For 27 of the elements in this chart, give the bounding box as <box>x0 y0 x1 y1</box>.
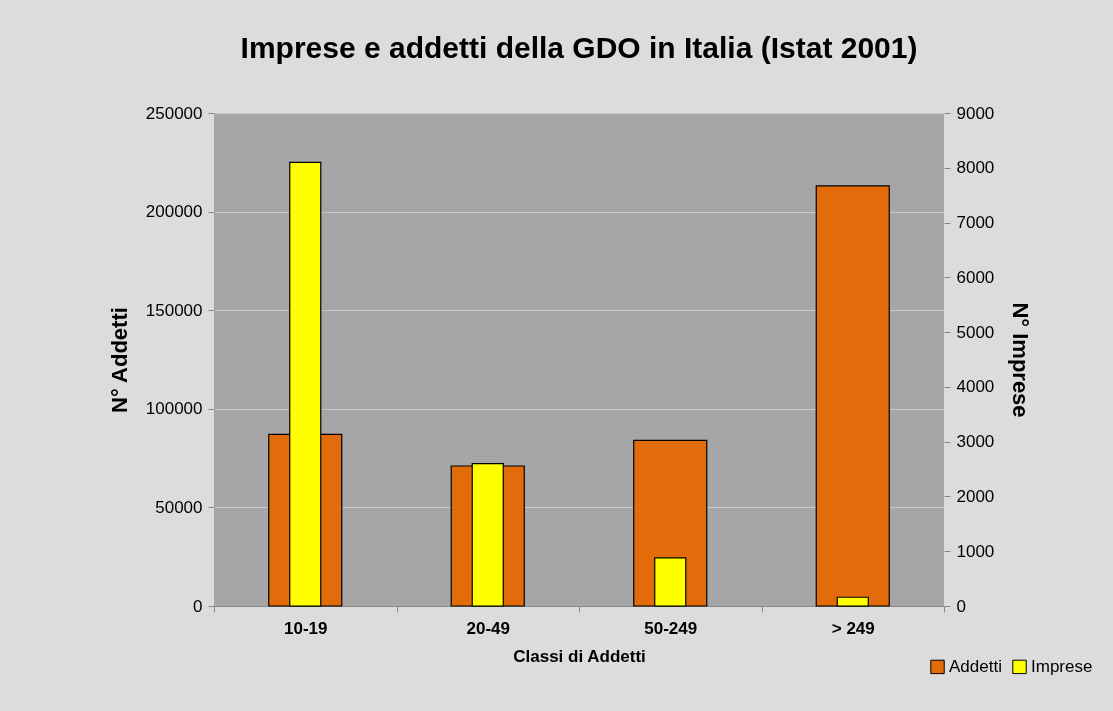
y2-tick-label: 0 <box>956 596 966 616</box>
legend-label: Addetti <box>949 656 1002 676</box>
x-axis-title: Classi di Addetti <box>513 646 646 666</box>
y2-tick-label: 6000 <box>956 267 995 287</box>
legend-label: Imprese <box>1031 656 1093 676</box>
bar <box>815 185 890 607</box>
x-tick-label: 50-249 <box>644 618 698 638</box>
y-tick-label: 0 <box>193 596 203 616</box>
y2-tick-label: 7000 <box>956 213 995 233</box>
chart-title: Imprese e addetti della GDO in Italia (Istat 2001) <box>240 31 918 64</box>
y-tick-label: 50000 <box>155 497 203 517</box>
y-tick-label: 250000 <box>145 103 203 123</box>
y-tick-label: 200000 <box>145 202 203 222</box>
y2-axis-title: N° Imprese <box>1008 302 1034 418</box>
x-tick-label: 20-49 <box>466 618 510 638</box>
y2-tick-label: 1000 <box>956 541 995 561</box>
y2-tick-label: 8000 <box>956 158 995 178</box>
y-axis-title: N° Addetti <box>106 307 132 413</box>
y2-tick-label: 4000 <box>956 377 995 397</box>
y2-tick-label: 5000 <box>956 322 995 342</box>
y2-tick-label: 3000 <box>956 432 995 452</box>
y2-tick-label: 9000 <box>956 103 995 123</box>
x-tick-label: > 249 <box>831 618 875 638</box>
y2-tick-label: 2000 <box>956 486 995 506</box>
x-tick-label: 10-19 <box>284 618 328 638</box>
y-tick-label: 100000 <box>145 399 203 419</box>
y-tick-label: 150000 <box>145 300 203 320</box>
